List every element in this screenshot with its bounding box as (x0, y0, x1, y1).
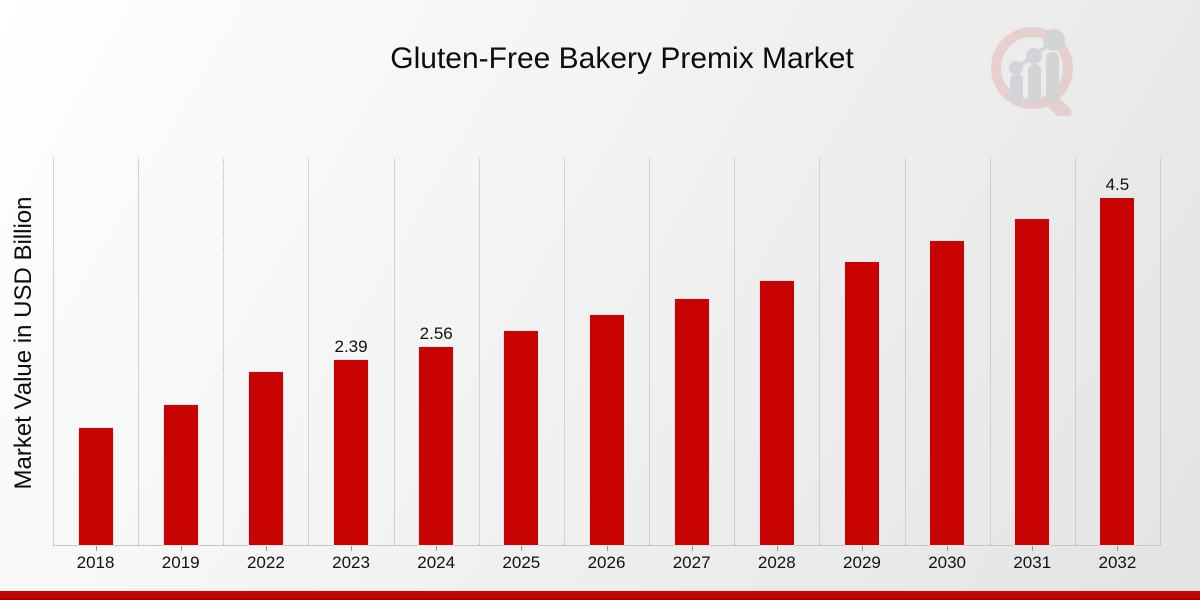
bar-2025 (504, 331, 539, 545)
x-tick-label-2022: 2022 (246, 553, 285, 572)
data-label-2032: 4.5 (1105, 174, 1130, 194)
data-label-2023: 2.39 (334, 337, 368, 357)
x-tick-label-2025: 2025 (502, 553, 541, 572)
x-axis-tick (776, 546, 778, 551)
x-axis-tick (436, 546, 438, 551)
column-gridline (393, 158, 395, 545)
column-gridline (904, 158, 906, 545)
column-gridline (138, 158, 140, 545)
bar-2026 (589, 314, 624, 545)
column-gridline (734, 158, 736, 545)
column-gridline (53, 158, 54, 545)
bottom-red-band (0, 591, 1200, 600)
bar-2028 (759, 280, 794, 545)
x-axis-tick (1117, 546, 1119, 551)
x-axis-tick (691, 546, 693, 551)
x-tick-label-2026: 2026 (587, 553, 626, 572)
bar-2032 (1100, 197, 1135, 545)
x-axis-tick (180, 546, 182, 551)
x-tick-label-2032: 2032 (1098, 553, 1137, 572)
bar-2024 (419, 347, 454, 545)
magnifier-bar-chart-logo-icon (991, 27, 1073, 116)
x-axis-tick (351, 546, 353, 551)
x-tick-label-2030: 2030 (928, 553, 967, 572)
column-gridline (1160, 158, 1161, 545)
x-axis-tick (521, 546, 523, 551)
bar-2022 (248, 372, 283, 545)
column-gridline (989, 158, 991, 545)
data-label-2024: 2.56 (419, 324, 453, 344)
bar-2018 (78, 427, 113, 545)
x-axis-tick (606, 546, 608, 551)
column-gridline (223, 158, 225, 545)
column-gridline (1074, 158, 1076, 545)
y-axis-label: Market Value in USD Billion (10, 196, 37, 490)
bar-2023 (334, 360, 369, 545)
x-tick-label-2029: 2029 (843, 553, 881, 572)
x-tick-label-2028: 2028 (757, 553, 796, 572)
x-tick-label-2019: 2019 (161, 553, 200, 572)
bar-2027 (674, 298, 709, 545)
x-tick-label-2031: 2031 (1013, 553, 1052, 572)
x-axis-tick (1032, 546, 1034, 551)
x-tick-label-2023: 2023 (332, 553, 370, 572)
x-axis-tick (95, 546, 97, 551)
x-axis-tick (947, 546, 949, 551)
column-gridline (649, 158, 651, 545)
x-tick-label-2027: 2027 (672, 553, 711, 572)
column-gridline (478, 158, 480, 545)
x-tick-label-2024: 2024 (417, 553, 456, 572)
bar-2031 (1015, 219, 1050, 545)
bar-2030 (930, 240, 965, 545)
column-gridline (308, 158, 310, 545)
column-gridline (563, 158, 565, 545)
bar-2029 (844, 261, 879, 545)
bar-2019 (163, 405, 198, 545)
column-gridline (819, 158, 821, 545)
chart-title: Gluten-Free Bakery Premix Market (390, 42, 854, 75)
x-tick-label-2018: 2018 (76, 553, 115, 572)
x-axis-tick (861, 546, 863, 551)
x-axis-tick (265, 546, 267, 551)
x-axis-line (53, 545, 1160, 546)
